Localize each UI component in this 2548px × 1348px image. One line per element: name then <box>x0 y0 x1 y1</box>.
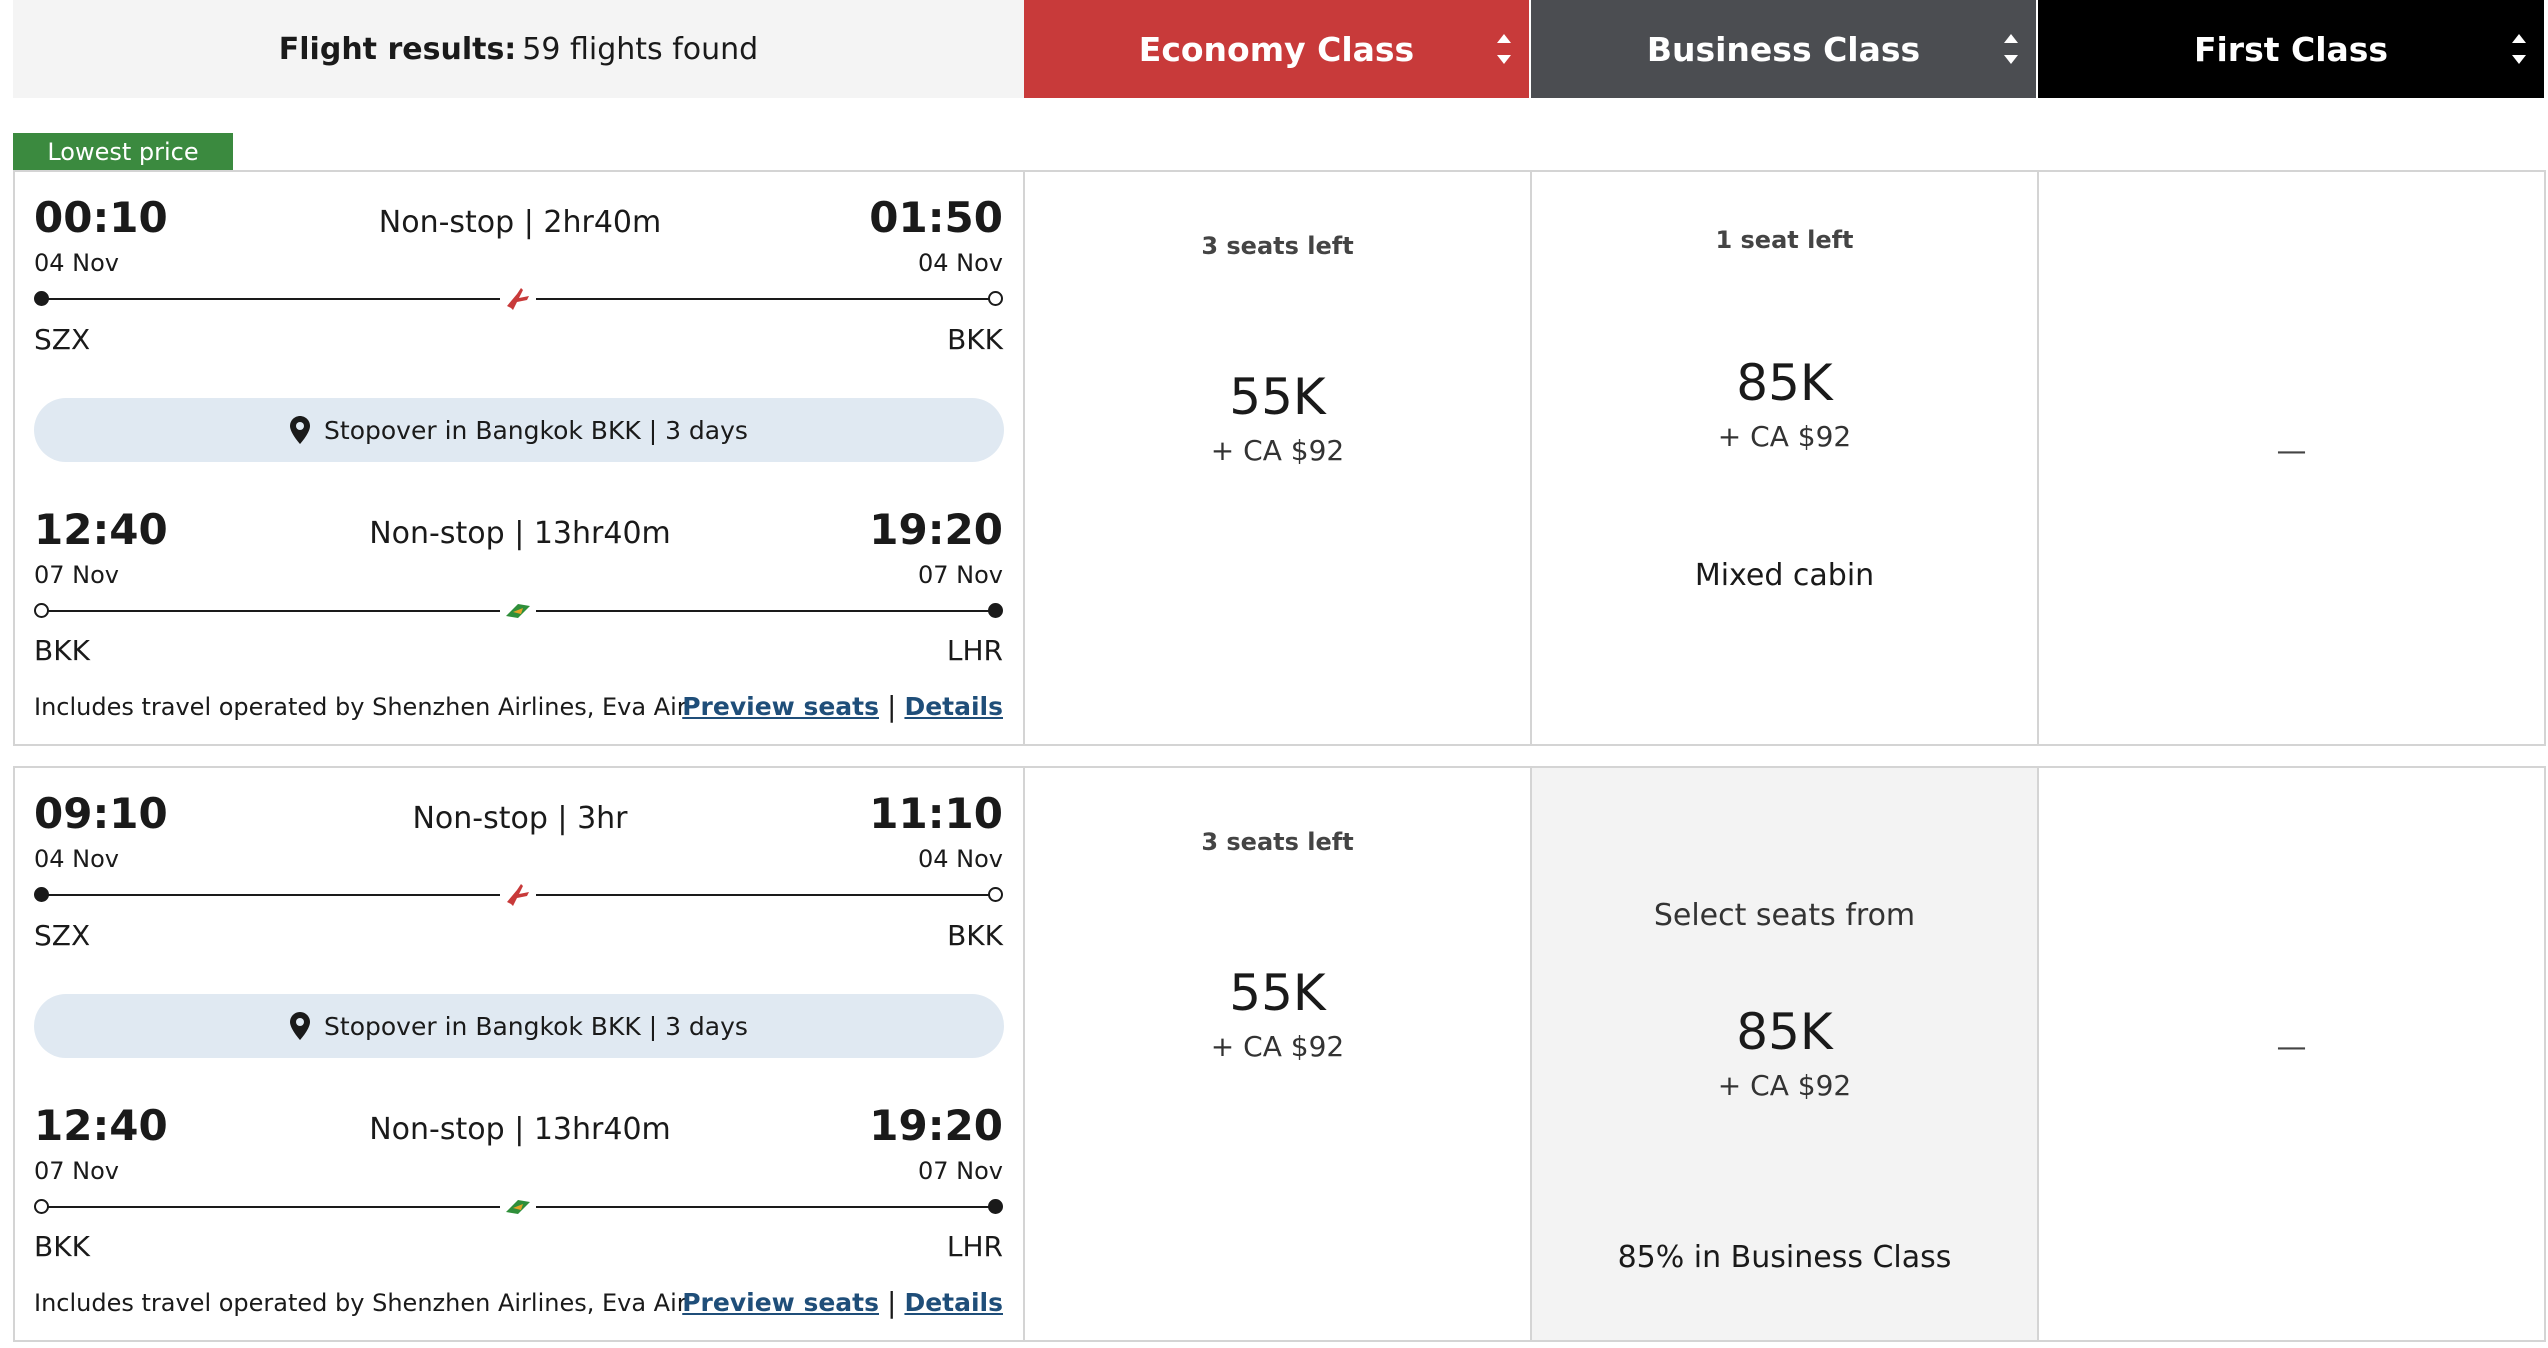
unavailable-dash: — <box>2276 434 2307 469</box>
departure-time: 09:10 <box>34 789 168 838</box>
results-label: Flight results: <box>278 31 517 67</box>
operated-by-text: Includes travel operated by Shenzhen Air… <box>34 693 687 721</box>
origin-dot <box>34 291 49 306</box>
lowest-price-badge: Lowest price <box>13 133 233 170</box>
business-fare-cell[interactable]: Select seats from 85K + CA $92 85% in Bu… <box>1532 768 2037 1340</box>
stopover-banner: Stopover in Bangkok BKK | 3 days <box>34 398 1004 462</box>
departure-date: 07 Nov <box>34 1157 120 1185</box>
tax-amount: + CA $92 <box>1210 1030 1345 1063</box>
location-pin-icon <box>290 1012 311 1040</box>
stopover-text: Stopover in Bangkok BKK | 3 days <box>324 415 748 445</box>
departure-date: 04 Nov <box>34 845 120 873</box>
destination-dot <box>988 1199 1003 1214</box>
card-links: Preview seats | Details <box>682 1286 1003 1319</box>
origin-dot <box>34 603 49 618</box>
business-share-note: 85% in Business Class <box>1617 1240 1952 1275</box>
arrival-date: 07 Nov <box>917 1157 1003 1185</box>
first-fare-cell: — <box>2039 768 2544 1340</box>
tax-amount: + CA $92 <box>1717 420 1852 453</box>
sort-icon <box>2004 32 2018 66</box>
arrival-time: 01:50 <box>869 193 1003 242</box>
stopover-text: Stopover in Bangkok BKK | 3 days <box>324 1011 748 1041</box>
origin-code: BKK <box>34 634 90 667</box>
divider <box>1023 766 1025 1342</box>
arrival-date: 07 Nov <box>917 561 1003 589</box>
first-fare-cell: — <box>2039 172 2544 744</box>
select-seats-label: Select seats from <box>1653 898 1916 933</box>
eva-air-icon <box>500 1189 536 1225</box>
economy-fare-cell[interactable]: 3 seats left 55K + CA $92 <box>1025 172 1530 744</box>
divider <box>2037 766 2039 1342</box>
location-pin-icon <box>290 416 311 444</box>
sort-icon <box>1497 32 1511 66</box>
tab-first-class[interactable]: First Class <box>2038 0 2544 98</box>
link-separator: | <box>887 690 897 723</box>
shenzhen-airlines-icon <box>500 281 536 317</box>
seats-left: 1 seat left <box>1715 226 1854 254</box>
segment-duration: Non-stop | 2hr40m <box>378 205 662 240</box>
operated-by-text: Includes travel operated by Shenzhen Air… <box>34 1289 687 1317</box>
departure-time: 00:10 <box>34 193 168 242</box>
destination-code: LHR <box>946 634 1003 667</box>
arrival-date: 04 Nov <box>917 845 1003 873</box>
mixed-cabin-note: Mixed cabin <box>1694 558 1875 593</box>
shenzhen-airlines-icon <box>500 877 536 913</box>
miles-price: 85K <box>1736 1003 1833 1061</box>
seats-left: 3 seats left <box>1201 232 1354 260</box>
miles-price: 85K <box>1736 354 1833 412</box>
divider <box>1530 766 1532 1342</box>
eva-air-icon <box>500 593 536 629</box>
results-count: 59 flights found <box>522 31 759 67</box>
destination-dot <box>988 291 1003 306</box>
arrival-time: 11:10 <box>869 789 1003 838</box>
miles-price: 55K <box>1229 964 1326 1022</box>
departure-date: 04 Nov <box>34 249 120 277</box>
details-link[interactable]: Details <box>904 692 1003 721</box>
preview-seats-link[interactable]: Preview seats <box>682 692 879 721</box>
unavailable-dash: — <box>2276 1030 2307 1065</box>
business-fare-cell[interactable]: 1 seat left 85K + CA $92 Mixed cabin <box>1532 172 2037 744</box>
segment-duration: Non-stop | 13hr40m <box>369 516 671 551</box>
destination-code: BKK <box>947 323 1003 356</box>
seats-left: 3 seats left <box>1201 828 1354 856</box>
tax-amount: + CA $92 <box>1717 1069 1852 1102</box>
segment-duration: Non-stop | 3hr <box>412 801 628 836</box>
arrival-date: 04 Nov <box>917 249 1003 277</box>
tab-business-class[interactable]: Business Class <box>1531 0 2036 98</box>
sort-icon <box>2512 32 2526 66</box>
arrival-time: 19:20 <box>869 505 1003 554</box>
destination-code: LHR <box>946 1230 1003 1263</box>
origin-code: SZX <box>34 919 91 952</box>
link-separator: | <box>887 1286 897 1319</box>
arrival-time: 19:20 <box>869 1101 1003 1150</box>
miles-price: 55K <box>1229 368 1326 426</box>
origin-code: BKK <box>34 1230 90 1263</box>
departure-date: 07 Nov <box>34 561 120 589</box>
stopover-banner: Stopover in Bangkok BKK | 3 days <box>34 994 1004 1058</box>
departure-time: 12:40 <box>34 505 168 554</box>
divider <box>1023 170 1025 746</box>
departure-time: 12:40 <box>34 1101 168 1150</box>
origin-dot <box>34 887 49 902</box>
tax-amount: + CA $92 <box>1210 434 1345 467</box>
business-cell-highlight <box>1532 768 2037 1340</box>
destination-dot <box>988 603 1003 618</box>
divider <box>2037 170 2039 746</box>
origin-code: SZX <box>34 323 91 356</box>
details-link[interactable]: Details <box>904 1288 1003 1317</box>
results-summary: Flight results: 59 flights found <box>13 0 1024 98</box>
destination-dot <box>988 887 1003 902</box>
destination-code: BKK <box>947 919 1003 952</box>
economy-fare-cell[interactable]: 3 seats left 55K + CA $92 <box>1025 768 1530 1340</box>
tab-label: Economy Class <box>1138 29 1415 69</box>
tab-label: First Class <box>2193 29 2389 69</box>
tab-label: Business Class <box>1646 29 1921 69</box>
divider <box>1530 170 1532 746</box>
card-links: Preview seats | Details <box>682 690 1003 723</box>
preview-seats-link[interactable]: Preview seats <box>682 1288 879 1317</box>
segment-duration: Non-stop | 13hr40m <box>369 1112 671 1147</box>
origin-dot <box>34 1199 49 1214</box>
tab-economy-class[interactable]: Economy Class <box>1024 0 1529 98</box>
